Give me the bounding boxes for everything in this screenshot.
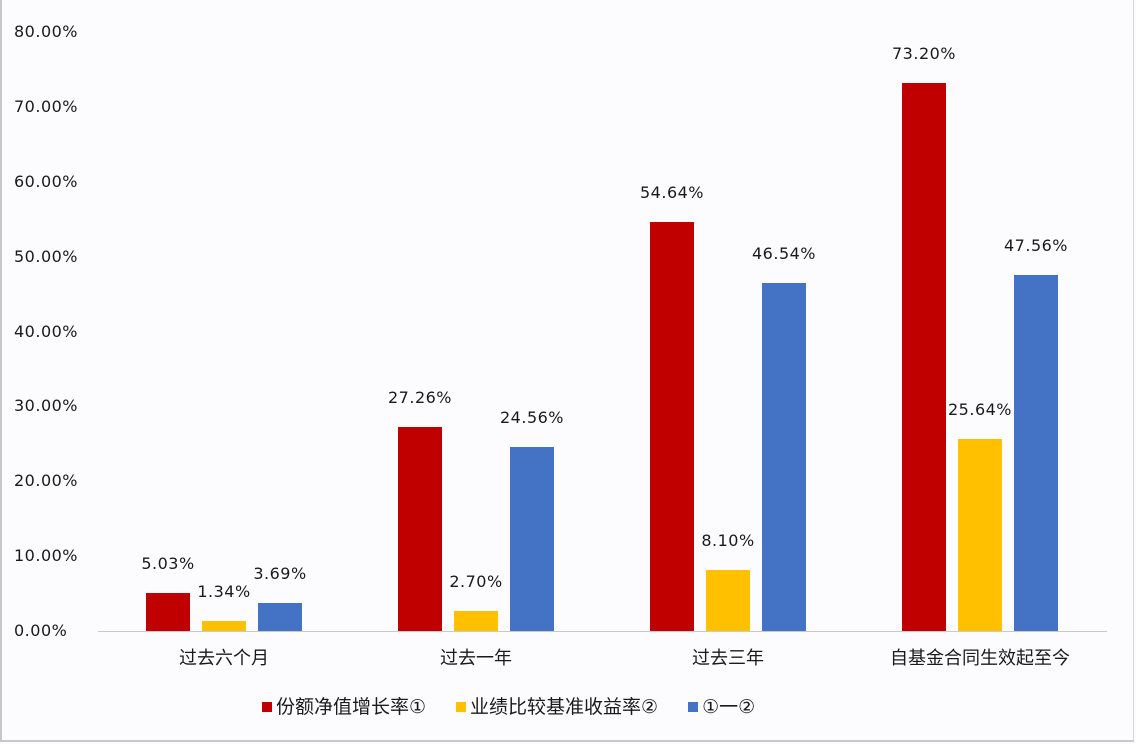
legend-label: 份额净值增长率①	[276, 696, 427, 718]
legend-item-difference: ①一②	[688, 695, 755, 719]
y-tick-label: 10.00%	[14, 546, 79, 566]
y-tick-label: 30.00%	[14, 396, 79, 416]
data-label: 46.54%	[751, 243, 817, 263]
bar	[454, 610, 498, 631]
legend-item-nav-growth: 份额净值增长率①	[262, 695, 426, 719]
x-tick-label: 过去三年	[692, 648, 764, 669]
bar	[650, 221, 694, 631]
data-label: 1.34%	[197, 581, 251, 601]
y-tick-label: 20.00%	[14, 471, 79, 491]
data-label: 54.64%	[639, 182, 705, 202]
bar	[146, 593, 190, 631]
data-label: 47.56%	[1003, 235, 1069, 255]
x-tick-label: 自基金合同生效起至今	[890, 648, 1070, 669]
y-tick-label: 40.00%	[14, 321, 79, 341]
y-tick-label: 80.00%	[14, 22, 79, 41]
bar	[1014, 274, 1058, 631]
data-label: 27.26%	[387, 387, 453, 407]
y-tick-label: 0.00%	[14, 621, 68, 640]
bar	[762, 282, 806, 631]
bar	[902, 82, 946, 631]
bar	[958, 439, 1002, 631]
data-label: 3.69%	[253, 564, 307, 584]
y-tick-label: 70.00%	[14, 96, 79, 116]
legend-item-benchmark: 业绩比较基准收益率②	[456, 695, 658, 719]
legend-swatch-red	[262, 702, 272, 712]
x-axis-baseline	[98, 631, 1107, 632]
legend: 份额净值增长率① 业绩比较基准收益率② ①一②	[262, 695, 785, 719]
bar	[706, 570, 750, 631]
bar	[258, 603, 302, 631]
legend-label: 业绩比较基准收益率②	[470, 696, 659, 718]
legend-label: ①一②	[702, 696, 756, 718]
data-label: 8.10%	[701, 531, 755, 551]
legend-swatch-blue	[688, 702, 699, 712]
data-label: 2.70%	[449, 571, 503, 591]
data-label: 25.64%	[947, 400, 1013, 420]
x-tick-label: 过去六个月	[179, 648, 269, 669]
bar	[202, 620, 246, 631]
legend-swatch-yellow	[456, 702, 467, 712]
y-tick-label: 60.00%	[14, 171, 79, 191]
bar	[398, 426, 442, 631]
data-label: 73.20%	[891, 43, 957, 63]
y-tick-label: 50.00%	[14, 246, 79, 266]
x-tick-label: 过去一年	[440, 648, 512, 669]
bar	[510, 447, 554, 631]
data-label: 5.03%	[141, 554, 195, 574]
data-label: 24.56%	[499, 408, 565, 428]
